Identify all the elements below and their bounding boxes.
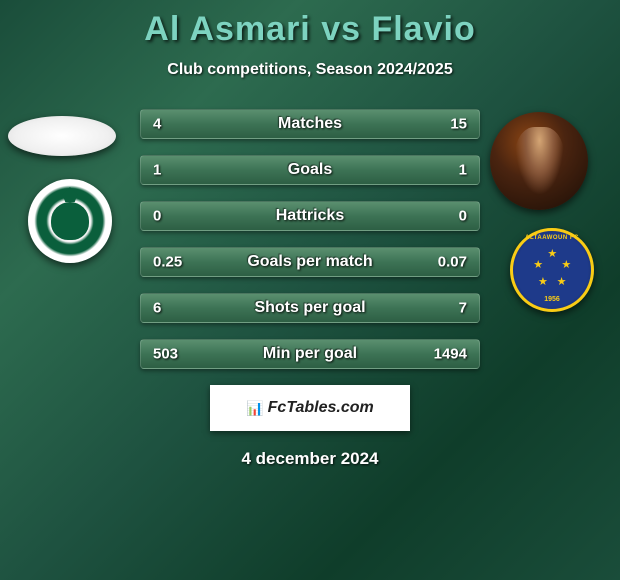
date-label: 4 december 2024 [0, 449, 620, 469]
stats-table: 4 Matches 15 1 Goals 1 0 Hattricks 0 0.2… [0, 109, 620, 369]
stat-label: Goals [141, 161, 479, 179]
stat-row: 0.25 Goals per match 0.07 [140, 247, 480, 277]
page-title: Al Asmari vs Flavio [0, 0, 620, 49]
stat-label: Min per goal [141, 345, 479, 363]
stat-row: 4 Matches 15 [140, 109, 480, 139]
stat-label: Goals per match [141, 253, 479, 271]
comparison-card: Al Asmari vs Flavio Club competitions, S… [0, 0, 620, 580]
stat-right-value: 7 [459, 300, 467, 317]
stat-row: 503 Min per goal 1494 [140, 339, 480, 369]
chart-icon: 📊 [246, 400, 263, 417]
watermark-badge: 📊 FcTables.com [210, 385, 410, 431]
stat-row: 0 Hattricks 0 [140, 201, 480, 231]
stat-label: Matches [141, 115, 479, 133]
stat-right-value: 1 [459, 162, 467, 179]
stat-row: 6 Shots per goal 7 [140, 293, 480, 323]
stat-label: Shots per goal [141, 299, 479, 317]
stat-right-value: 0.07 [438, 254, 467, 271]
stat-right-value: 1494 [434, 346, 467, 363]
stat-label: Hattricks [141, 207, 479, 225]
subtitle: Club competitions, Season 2024/2025 [0, 61, 620, 79]
stat-right-value: 15 [450, 116, 467, 133]
stat-row: 1 Goals 1 [140, 155, 480, 185]
stat-right-value: 0 [459, 208, 467, 225]
watermark-text: FcTables.com [268, 399, 374, 417]
